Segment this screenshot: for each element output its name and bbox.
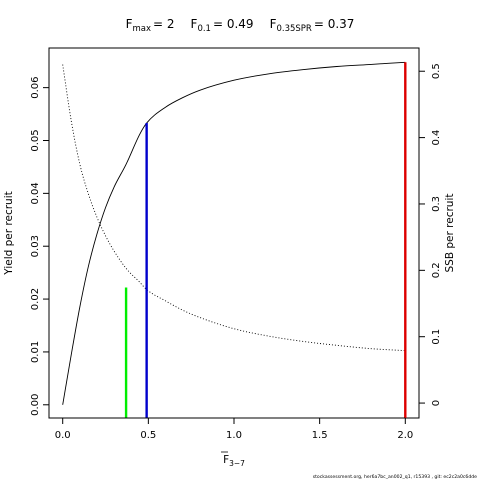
x-axis-title-text: F3−7 [223, 454, 245, 468]
title-value: = 0.49 [213, 17, 254, 31]
y-axis-right-title: SSB per recruit [444, 194, 456, 273]
footer-credit: stockassessment.org, her6a7bc_an002_q1, … [313, 474, 477, 480]
y-left-tick-label: 0.02 [30, 288, 41, 310]
y-left-tick-label: 0.05 [30, 129, 41, 151]
y-left-tick-label: 0.01 [30, 341, 41, 363]
title-symbol: F [191, 17, 198, 31]
y-left-tick-label: 0.04 [30, 182, 41, 204]
y-right-tick-label: 0 [431, 400, 442, 406]
title-value: = 2 [153, 17, 175, 31]
y-right-tick-label: 0.1 [431, 329, 442, 345]
series-layer [62, 61, 406, 405]
title-subscript: 0.1 [197, 24, 211, 34]
ssb-per-recruit-curve [62, 64, 406, 352]
x-tick-label: 0.5 [140, 430, 156, 441]
y-right-tick-label: 0.2 [431, 262, 442, 278]
x-axis-title-symbol: F [223, 454, 229, 466]
y-axis-left-title: Yield per recruit [3, 191, 15, 275]
y-right-tick-label: 0.5 [431, 63, 442, 79]
yield-per-recruit-curve [62, 61, 406, 405]
title-value: = 0.37 [314, 17, 355, 31]
y-left-tick-label: 0.00 [30, 394, 41, 416]
x-tick-label: 0.0 [55, 430, 71, 441]
title-subscript: 0.35SPR [276, 24, 311, 34]
reference-lines-layer [124, 62, 407, 418]
title-symbol: F [126, 17, 133, 31]
title-subscript: max [132, 24, 151, 34]
x-tick-label: 2.0 [397, 430, 413, 441]
y-axis-right: 0 0.1 0.2 0.3 0.4 0.5 [418, 63, 442, 406]
x-tick-label: 1.5 [312, 430, 328, 441]
chart-title: Fmax = 2 F0.1 = 0.49 F0.35SPR = 0.37 [126, 17, 355, 34]
x-axis: 0.0 0.5 1.0 1.5 2.0 [55, 417, 413, 441]
y-left-tick-label: 0.03 [30, 235, 41, 257]
x-axis-title: F3−7 [221, 451, 245, 468]
y-right-tick-label: 0.4 [431, 130, 442, 146]
y-left-tick-label: 0.06 [30, 77, 41, 99]
y-axis-left: 0.00 0.01 0.02 0.03 0.04 0.05 0.06 [30, 77, 50, 416]
title-symbol: F [270, 17, 277, 31]
x-axis-title-subscript: 3−7 [229, 459, 245, 468]
y-right-tick-label: 0.3 [431, 196, 442, 212]
chart-title-text: Fmax = 2 F0.1 = 0.49 F0.35SPR = 0.37 [126, 17, 355, 34]
x-tick-label: 1.0 [226, 430, 242, 441]
